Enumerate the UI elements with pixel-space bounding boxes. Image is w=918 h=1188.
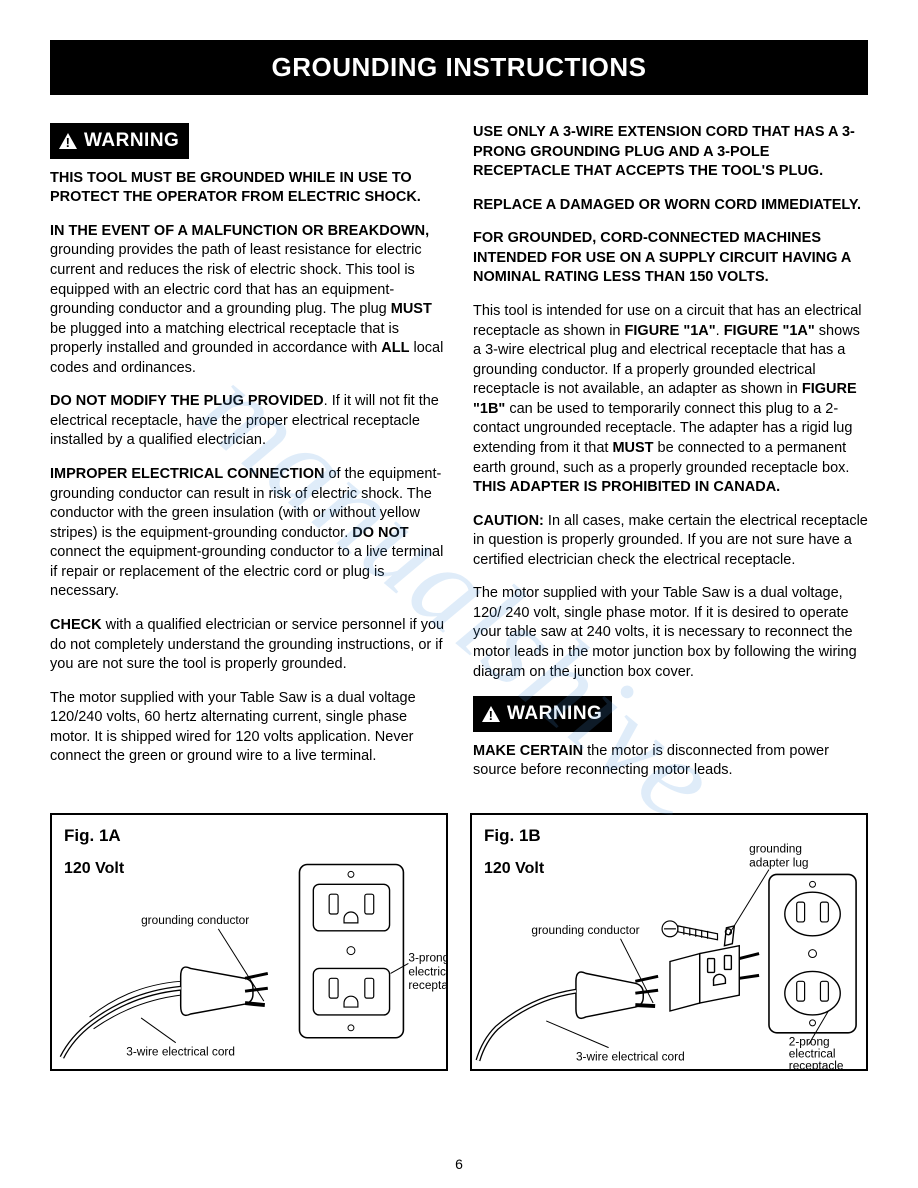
svg-text:!: ! [489, 708, 494, 723]
right-p1: USE ONLY A 3-WIRE EXTENSION CORD THAT HA… [473, 123, 868, 182]
fig1b-label-lug1: grounding [749, 842, 802, 856]
warning-badge-2: ! WARNING [473, 696, 612, 732]
left-p3: DO NOT MODIFY THE PLUG PROVIDED. If it w… [50, 392, 445, 451]
fig1a-label-recep1: 3-prong [408, 950, 446, 964]
right-p4-fig1a2: FIGURE "1A" [724, 323, 815, 339]
figure-1b: Fig. 1B 120 Volt [470, 813, 868, 1071]
right-p4-must: MUST [612, 440, 653, 456]
left-p5-text: with a qualified electrician or service … [50, 617, 444, 672]
fig1b-label-cord: 3-wire electrical cord [576, 1049, 685, 1063]
warning-icon: ! [58, 132, 78, 150]
right-p7: MAKE CERTAIN the motor is disconnected f… [473, 742, 868, 781]
left-p2-all: ALL [381, 340, 409, 356]
right-p5: CAUTION: In all cases, make certain the … [473, 512, 868, 571]
warning-icon: ! [481, 705, 501, 723]
fig1b-label-conductor: grounding conductor [531, 923, 639, 937]
left-column: ! WARNING THIS TOOL MUST BE GROUNDED WHI… [50, 123, 445, 795]
content-columns: ! WARNING THIS TOOL MUST BE GROUNDED WHI… [50, 123, 868, 795]
left-p2-c: be plugged into a matching electrical re… [50, 321, 399, 357]
fig1a-diagram: grounding conductor 3-prong electrical r… [52, 815, 446, 1070]
right-p6: The motor supplied with your Table Saw i… [473, 584, 868, 682]
left-p6: The motor supplied with your Table Saw i… [50, 689, 445, 767]
left-p3-bold: DO NOT MODIFY THE PLUG PROVIDED [50, 393, 324, 409]
left-p4-bold: IMPROPER ELECTRICAL CONNECTION [50, 466, 324, 482]
left-p2: IN THE EVENT OF A MALFUNCTION OR BREAKDO… [50, 222, 445, 379]
page-title-bar: GROUNDING INSTRUCTIONS [50, 40, 868, 95]
warning-badge-1: ! WARNING [50, 123, 189, 159]
right-p4: This tool is intended for use on a circu… [473, 302, 868, 498]
right-p5-bold: CAUTION: [473, 513, 544, 529]
warning-label: WARNING [84, 128, 179, 154]
left-p2-text: grounding provides the path of least res… [50, 242, 422, 317]
right-p4-fig1a: FIGURE "1A" [625, 323, 716, 339]
fig1b-label-lug2: adapter lug [749, 855, 808, 869]
fig1a-label-conductor: grounding conductor [141, 913, 249, 927]
left-p4-donot: DO NOT [352, 525, 408, 541]
left-p4-c: connect the equipment-grounding conducto… [50, 544, 443, 599]
figure-1a: Fig. 1A 120 Volt [50, 813, 448, 1071]
left-p1: THIS TOOL MUST BE GROUNDED WHILE IN USE … [50, 169, 445, 208]
fig1a-label-recep2: electrical [408, 964, 446, 978]
right-column: USE ONLY A 3-WIRE EXTENSION CORD THAT HA… [473, 123, 868, 795]
left-p4: IMPROPER ELECTRICAL CONNECTION of the eq… [50, 465, 445, 602]
left-p5-bold: CHECK [50, 617, 102, 633]
right-p4b: . [716, 323, 724, 339]
figures-row: Fig. 1A 120 Volt [50, 813, 868, 1071]
fig1a-label-recep3: receptacle [408, 978, 446, 992]
page-number: 6 [0, 1155, 918, 1174]
right-p3: FOR GROUNDED, CORD-CONNECTED MACHINES IN… [473, 229, 868, 288]
right-p2: REPLACE A DAMAGED OR WORN CORD IMMEDIATE… [473, 196, 868, 216]
fig1b-label-recep3: receptacle [789, 1058, 844, 1070]
left-p2-must: MUST [391, 301, 432, 317]
right-p4-canada: THIS ADAPTER IS PROHIBITED IN CANADA. [473, 479, 780, 495]
left-p5: CHECK with a qualified electrician or se… [50, 616, 445, 675]
right-p7-bold: MAKE CERTAIN [473, 743, 583, 759]
left-p2-bold: IN THE EVENT OF A MALFUNCTION OR BREAKDO… [50, 223, 429, 239]
fig1a-label-cord: 3-wire electrical cord [126, 1044, 235, 1058]
fig1b-diagram: grounding conductor grounding adapter lu… [472, 815, 866, 1070]
warning-label: WARNING [507, 701, 602, 727]
svg-text:!: ! [66, 135, 71, 150]
